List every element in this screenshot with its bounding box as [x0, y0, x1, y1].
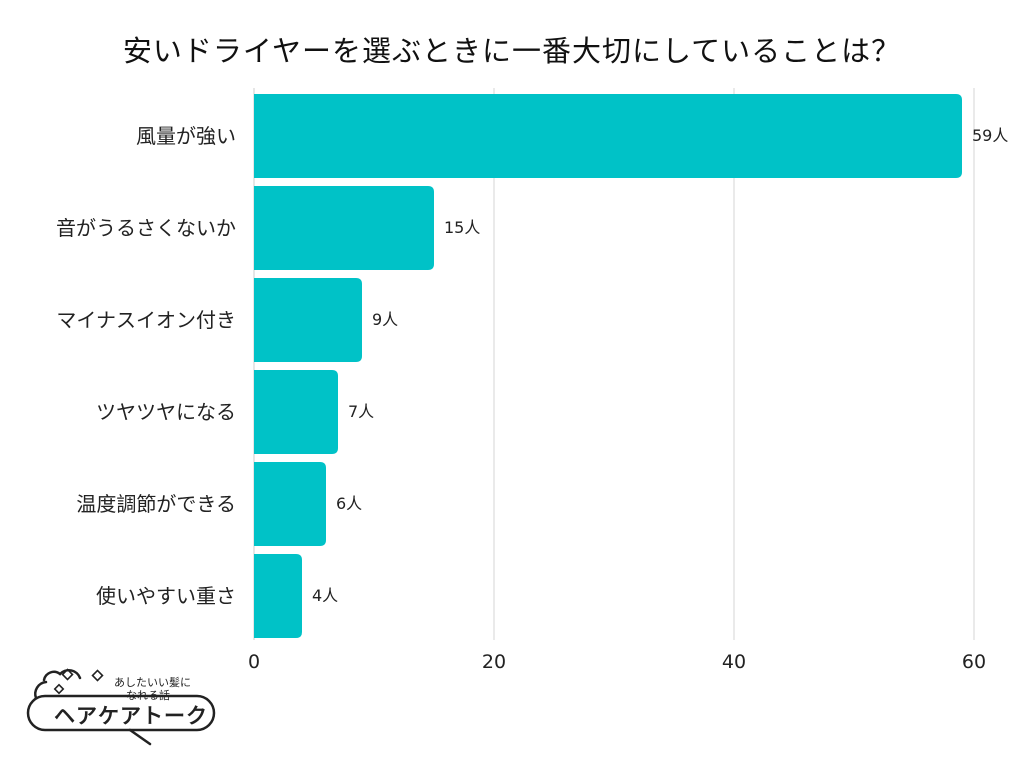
bar — [254, 94, 962, 178]
category-label: ツヤツヤになる — [96, 400, 236, 424]
cloud-bubble-icon — [26, 668, 216, 746]
logo-name: ヘアケアトーク — [54, 704, 208, 728]
data-label: 7人 — [348, 402, 374, 421]
category-label: 音がうるさくないか — [56, 216, 236, 240]
x-tick-label: 60 — [962, 651, 986, 673]
x-tick-label: 40 — [722, 651, 746, 673]
logo-subtitle-line2: なれる話 — [126, 689, 170, 702]
brand-logo: あしたいい髪に なれる話 ヘアケアトーク — [22, 668, 222, 748]
bar — [254, 278, 362, 362]
data-label: 15人 — [444, 218, 480, 237]
data-label: 9人 — [372, 310, 398, 329]
data-label: 6人 — [336, 494, 362, 513]
category-label: 風量が強い — [136, 124, 236, 148]
category-label: 温度調節ができる — [76, 492, 236, 516]
data-label: 59人 — [972, 126, 1008, 145]
category-label: 使いやすい重さ — [96, 584, 236, 608]
logo-subtitle-line1: あしたいい髪に — [114, 676, 191, 689]
x-tick-label: 20 — [482, 651, 506, 673]
category-label: マイナスイオン付き — [56, 308, 236, 332]
bar — [254, 186, 434, 270]
chart-title: 安いドライヤーを選ぶときに一番大切にしていることは？ — [122, 34, 902, 68]
bar — [254, 462, 326, 546]
bar — [254, 554, 302, 638]
bar — [254, 370, 338, 454]
x-tick-label: 0 — [248, 651, 260, 673]
data-label: 4人 — [312, 586, 338, 605]
